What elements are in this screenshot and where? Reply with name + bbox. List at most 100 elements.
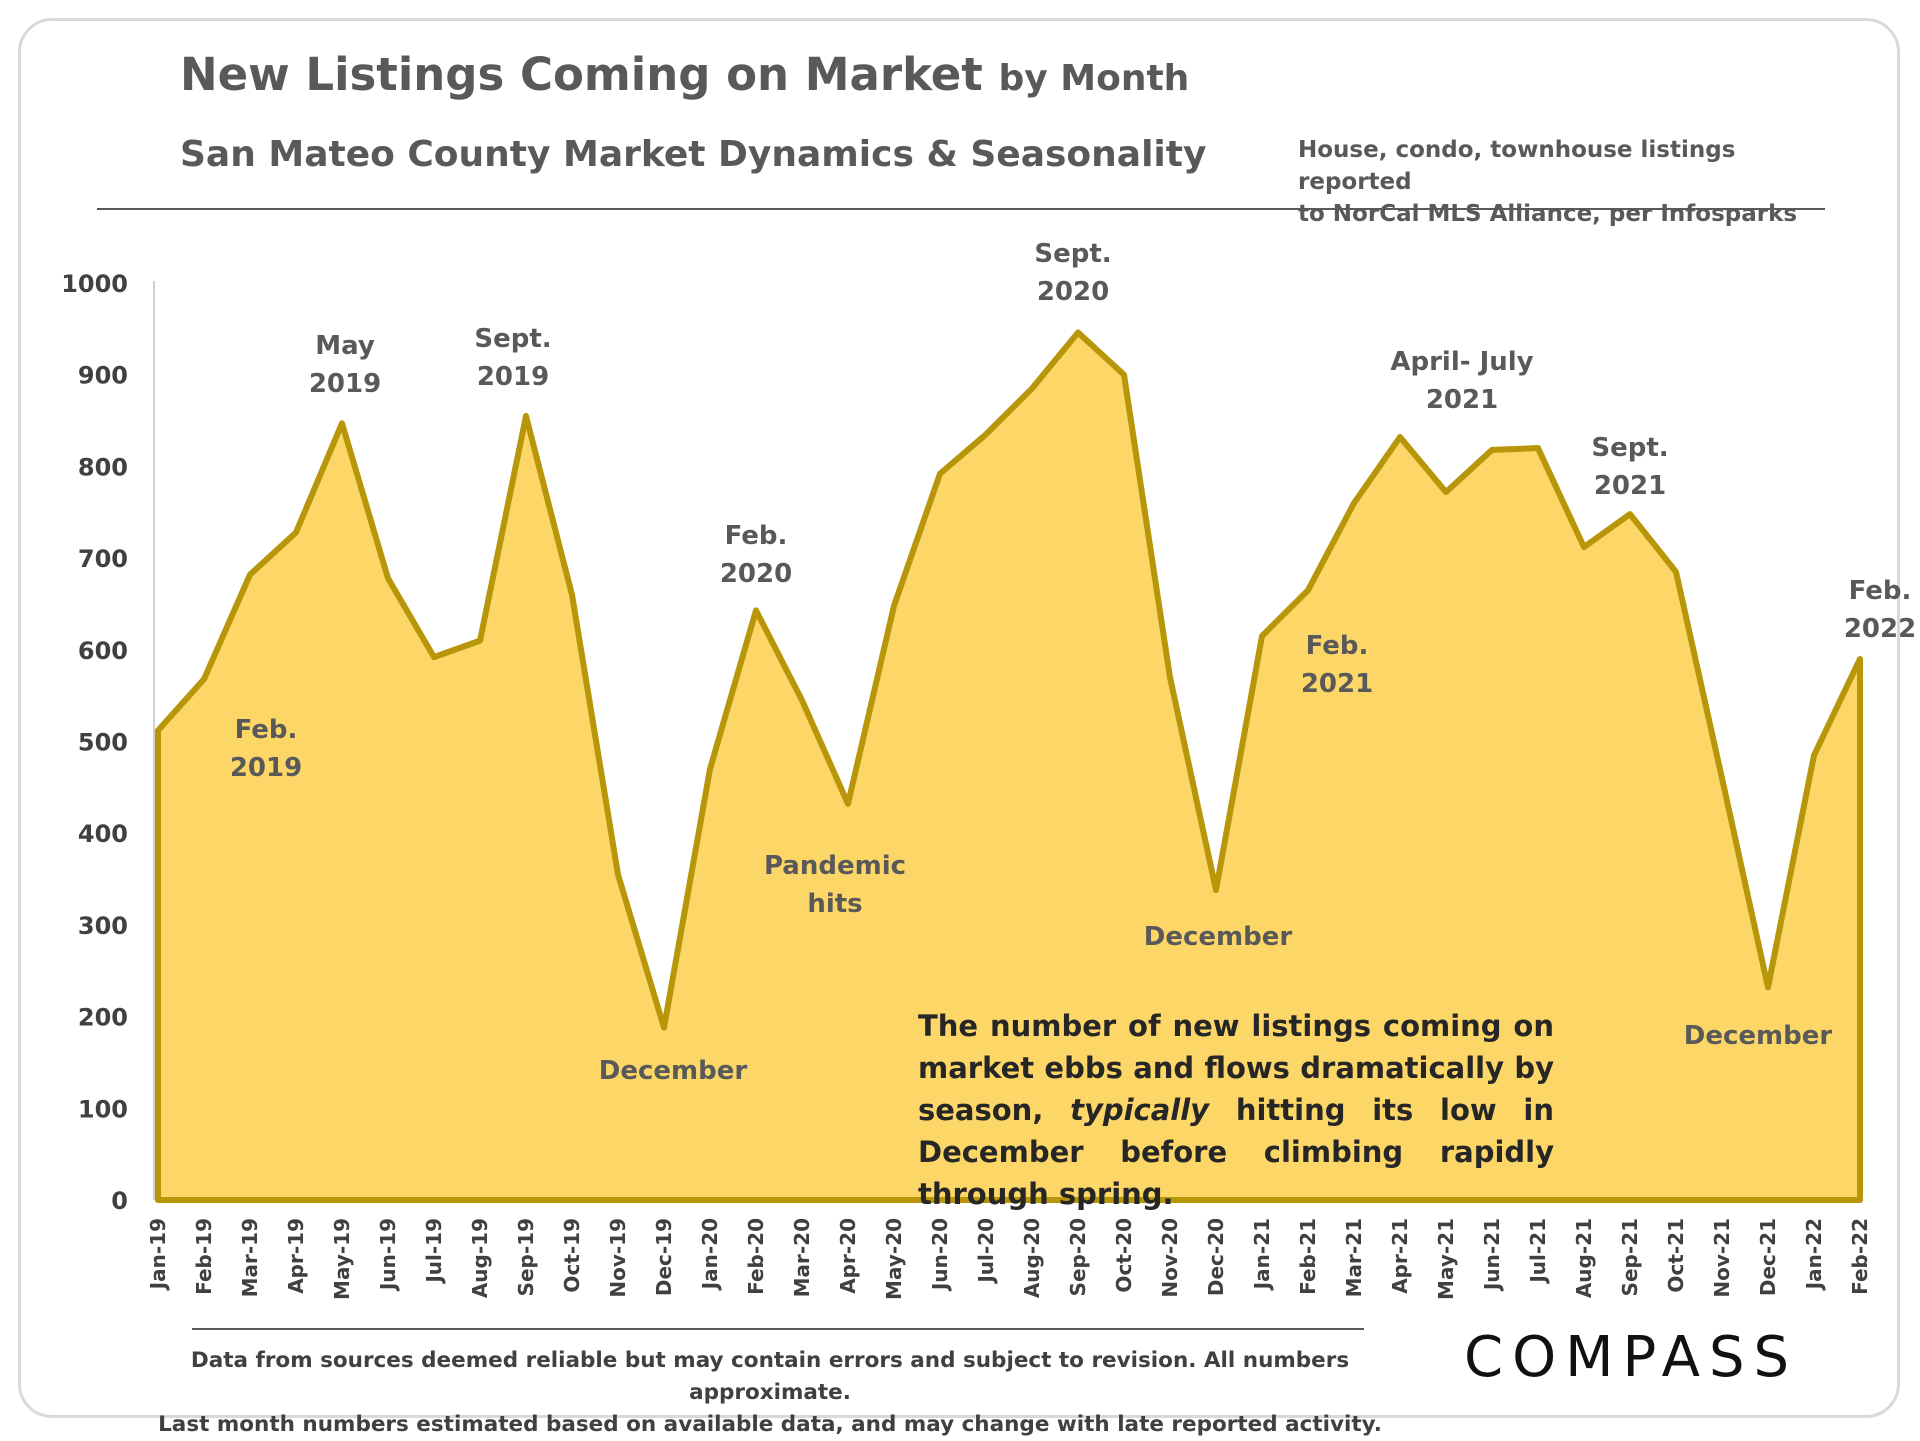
- footer-disclaimer: Data from sources deemed reliable but ma…: [140, 1345, 1400, 1441]
- annotations: Feb. 2019 May 2019 Sept. 2019 December Feb. 2020…: [230, 239, 1916, 1086]
- y-tick-label: 100: [78, 1095, 128, 1123]
- x-tick-label: Apr-21: [1388, 1218, 1412, 1294]
- data-point: [845, 801, 851, 807]
- annotation-label: 2019: [477, 362, 549, 392]
- data-point: [615, 871, 621, 877]
- x-tick-label: Mar-19: [238, 1218, 262, 1297]
- y-tick-label: 400: [78, 820, 128, 848]
- callout-emphasis: typically: [1070, 1093, 1210, 1127]
- source-note-line1: House, condo, townhouse listings reporte…: [1298, 137, 1736, 195]
- x-tick-label: Mar-21: [1342, 1218, 1366, 1297]
- data-point: [247, 572, 253, 578]
- data-point: [1075, 330, 1081, 336]
- x-tick-label: Aug-21: [1572, 1218, 1596, 1298]
- data-point: [1489, 447, 1495, 453]
- annotation-label: hits: [807, 889, 862, 919]
- title-main: New Listings Coming on Market: [180, 48, 983, 101]
- annotation-label: Pandemic: [764, 851, 906, 881]
- x-tick-label: May-20: [882, 1218, 906, 1300]
- footer-line2: Last month numbers estimated based on av…: [158, 1412, 1382, 1437]
- x-tick-label: Apr-20: [836, 1218, 860, 1294]
- x-tick-label: Jan-22: [1802, 1218, 1826, 1291]
- data-point: [1627, 511, 1633, 517]
- footer-divider: [192, 1328, 1364, 1330]
- data-point: [1673, 569, 1679, 575]
- annotation-label: Sept.: [1034, 239, 1111, 269]
- x-tick-label: Sep-19: [514, 1218, 538, 1296]
- annotation-label: Sept.: [474, 324, 551, 354]
- x-tick-label: Feb-22: [1848, 1218, 1872, 1295]
- data-point: [891, 603, 897, 609]
- y-tick-label: 800: [78, 453, 128, 481]
- data-point: [1213, 887, 1219, 893]
- annotation-label: 2021: [1301, 669, 1373, 699]
- data-point: [1259, 633, 1265, 639]
- data-point: [1811, 752, 1817, 758]
- data-point: [477, 638, 483, 644]
- data-point: [799, 697, 805, 703]
- annotation-label: Feb.: [1849, 576, 1912, 606]
- data-point: [1443, 489, 1449, 495]
- x-tick-label: Jun-21: [1480, 1218, 1504, 1292]
- plot-area: [155, 329, 1863, 1203]
- y-tick-label: 1000: [61, 270, 128, 298]
- x-axis: Jan-19 Feb-19 Mar-19 Apr-19 May-19 Jun-19 Jul-…: [146, 1218, 1872, 1300]
- annotation-label: December: [1684, 1021, 1833, 1051]
- y-tick-label: 900: [78, 362, 128, 390]
- data-point: [661, 1025, 667, 1031]
- data-point: [1121, 372, 1127, 378]
- annotation-label: 2020: [1037, 277, 1109, 307]
- x-tick-label: Oct-19: [560, 1218, 584, 1293]
- footer-line1: Data from sources deemed reliable but ma…: [190, 1348, 1350, 1405]
- x-tick-label: Aug-19: [468, 1218, 492, 1298]
- x-tick-label: Dec-20: [1204, 1218, 1228, 1296]
- x-tick-label: Aug-20: [1020, 1218, 1044, 1298]
- y-axis: 0 100 200 300 400 500 600 700 800 900 1000: [61, 270, 155, 1215]
- callout-part2: hitting its low in December before climb…: [918, 1093, 1554, 1211]
- y-tick-label: 700: [78, 545, 128, 573]
- y-tick-label: 200: [78, 1004, 128, 1032]
- x-tick-label: Jul-19: [422, 1218, 446, 1285]
- x-tick-label: Apr-19: [284, 1218, 308, 1294]
- annotation-label: 2020: [720, 559, 792, 589]
- compass-logo: COMPASS: [1464, 1325, 1789, 1388]
- data-point: [1029, 385, 1035, 391]
- x-tick-label: Mar-20: [790, 1218, 814, 1297]
- annotation-label: 2019: [309, 369, 381, 399]
- annotation-label: May: [315, 331, 375, 361]
- x-tick-label: Oct-20: [1112, 1218, 1136, 1293]
- x-tick-label: Jul-21: [1526, 1218, 1550, 1285]
- x-tick-label: Sep-21: [1618, 1218, 1642, 1296]
- y-tick-label: 300: [78, 912, 128, 940]
- x-tick-label: May-21: [1434, 1218, 1458, 1300]
- data-point: [201, 676, 207, 682]
- data-point: [339, 420, 345, 426]
- annotation-label: 2019: [230, 753, 302, 783]
- data-point: [1719, 775, 1725, 781]
- annotation-label: Feb.: [1306, 631, 1369, 661]
- data-point: [1857, 656, 1863, 662]
- x-tick-label: Feb-21: [1296, 1218, 1320, 1295]
- chart-subtitle: San Mateo County Market Dynamics & Seaso…: [180, 134, 1207, 175]
- data-point: [1351, 500, 1357, 506]
- data-point: [523, 413, 529, 419]
- annotation-label: 2021: [1426, 385, 1498, 415]
- x-tick-label: Jun-19: [376, 1218, 400, 1292]
- annotation-label: 2021: [1594, 471, 1666, 501]
- annotation-label: 2022: [1844, 614, 1916, 644]
- source-note: House, condo, townhouse listings reporte…: [1298, 134, 1818, 230]
- data-point: [1305, 587, 1311, 593]
- data-point: [753, 607, 759, 613]
- data-point: [569, 592, 575, 598]
- x-tick-label: Oct-21: [1664, 1218, 1688, 1293]
- annotation-label: December: [1144, 922, 1293, 952]
- x-tick-label: Jun-20: [928, 1218, 952, 1292]
- x-tick-label: Nov-21: [1710, 1218, 1734, 1298]
- data-point: [707, 766, 713, 772]
- data-point: [155, 727, 161, 733]
- x-tick-label: Jul-20: [974, 1218, 998, 1285]
- x-tick-label: Nov-20: [1158, 1218, 1182, 1298]
- data-point: [1581, 544, 1587, 550]
- x-tick-label: Feb-19: [192, 1218, 216, 1295]
- callout-text: The number of new listings coming on mar…: [918, 1005, 1554, 1215]
